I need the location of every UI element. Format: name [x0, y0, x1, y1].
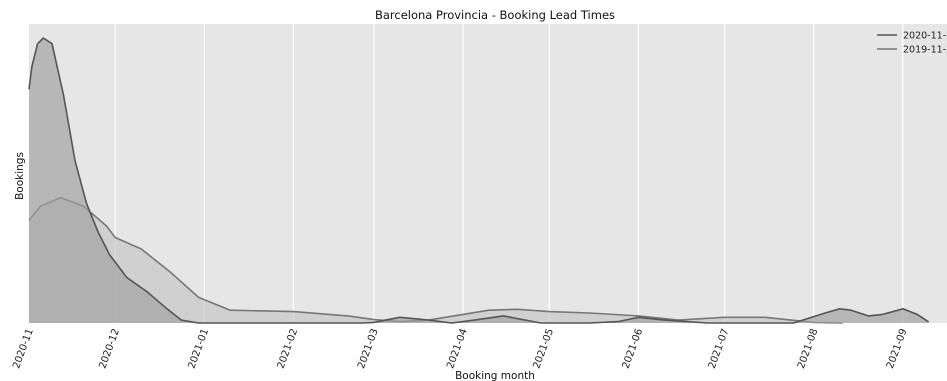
x-tick-label: 2021-05 [531, 327, 556, 370]
x-tick-label: 2021-07 [707, 327, 732, 370]
x-tick-label: 2021-03 [356, 327, 381, 370]
series-area-1 [29, 38, 929, 323]
y-axis-label: Bookings [14, 152, 26, 200]
legend-label-series-1: 2020-11-2 [903, 31, 947, 42]
legend: 2020-11-2 2019-11-2 [877, 31, 947, 56]
x-tick-label: 2020-11 [11, 327, 36, 370]
x-tick-label: 2020-12 [97, 327, 122, 370]
x-tick-label: 2021-04 [445, 327, 470, 370]
plot-area [29, 24, 947, 323]
series-line-1 [28, 37, 930, 324]
x-tick-label: 2021-08 [796, 327, 821, 370]
x-axis-label: Booking month [455, 370, 535, 381]
x-tick-label: 2021-01 [187, 327, 212, 370]
x-tick-label: 2021-02 [276, 327, 301, 370]
x-tick-label: 2021-09 [885, 327, 910, 370]
chart-title: Barcelona Provincia - Booking Lead Times [375, 8, 615, 22]
series-layer [28, 37, 930, 324]
grid-lines [114, 24, 904, 323]
x-tick-label: 2021-06 [621, 327, 646, 370]
x-tick-labels: 2020-11 2020-12 2021-01 2021-02 2021-03 2021-… [11, 327, 909, 370]
legend-label-series-2: 2019-11-2 [903, 45, 947, 56]
